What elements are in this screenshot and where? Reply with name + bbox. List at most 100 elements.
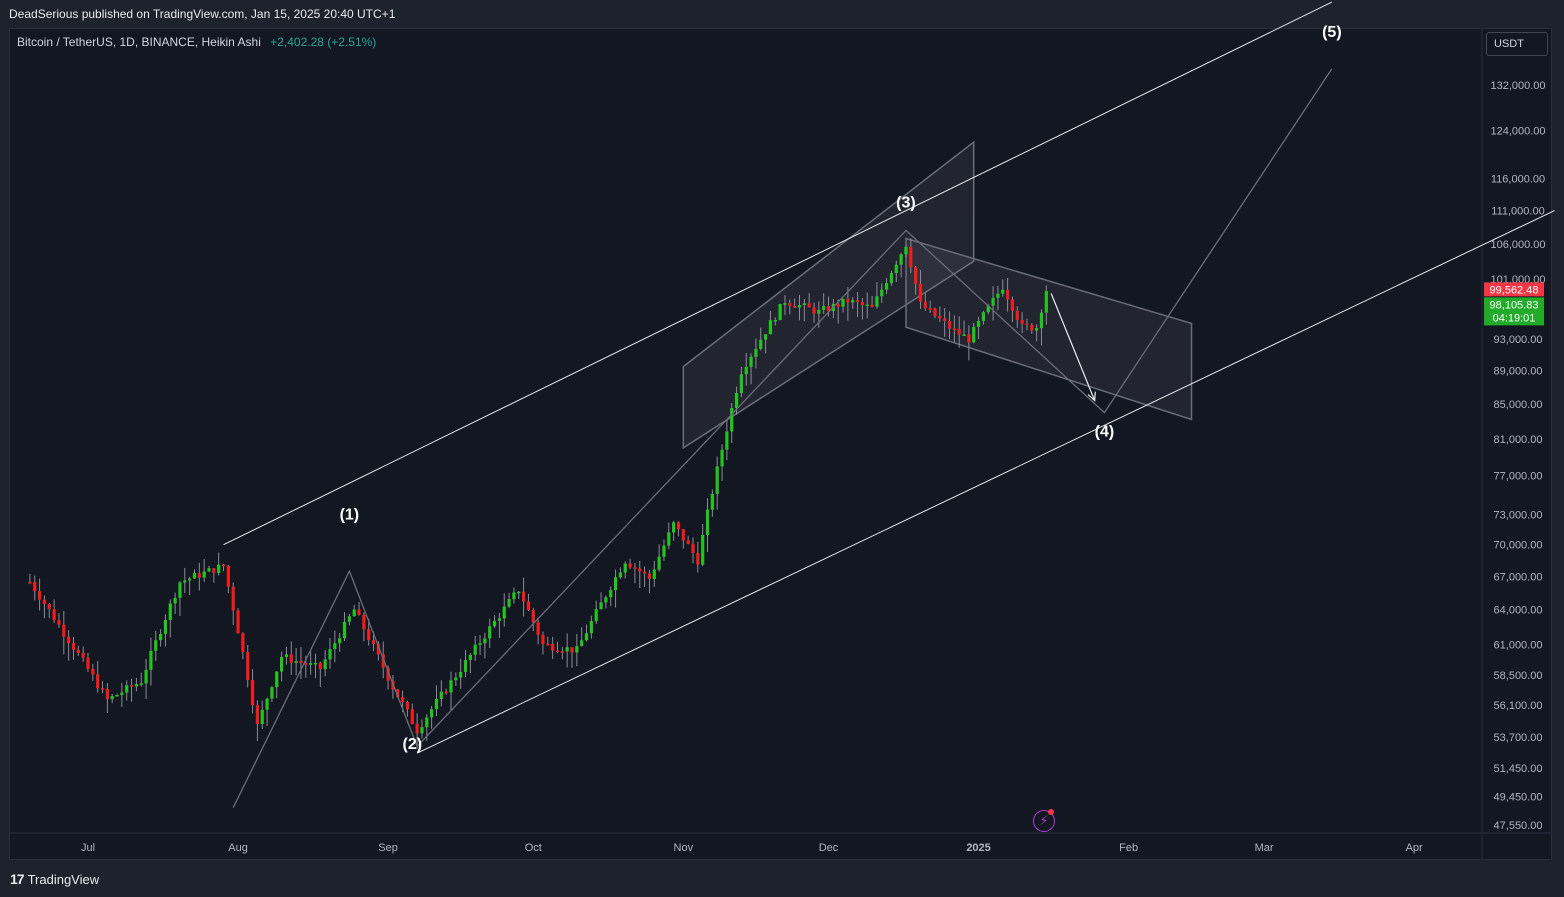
candle-body xyxy=(947,320,952,329)
candle-body xyxy=(313,662,318,665)
candle-body xyxy=(52,609,56,621)
y-tick-label: 53,700.00 xyxy=(1494,732,1543,744)
candle-body xyxy=(304,662,308,665)
candle-body xyxy=(352,609,356,617)
candle-body xyxy=(609,590,613,598)
candle-body xyxy=(855,300,860,303)
candle-body xyxy=(580,640,584,647)
candle-body xyxy=(531,610,535,623)
candle-body xyxy=(1039,312,1044,329)
candle-body xyxy=(478,643,482,645)
candle-body xyxy=(976,320,981,327)
candle-body xyxy=(183,580,187,583)
y-tick-label: 64,000.00 xyxy=(1494,605,1543,617)
candle-body xyxy=(265,698,269,710)
candle-body xyxy=(643,571,647,574)
candle-body xyxy=(681,529,685,541)
candle-body xyxy=(1020,320,1024,324)
current-price-label-bg xyxy=(1484,297,1544,326)
candle-body xyxy=(991,297,995,306)
candle-body xyxy=(546,643,550,646)
candle-body xyxy=(584,633,589,641)
candle-body xyxy=(889,273,894,284)
y-tick-label: 116,000.00 xyxy=(1491,174,1545,186)
candle-body xyxy=(483,638,487,644)
candle-body xyxy=(981,312,985,321)
top-bar: DeadSerious published on TradingView.com… xyxy=(0,0,1564,28)
candle-body xyxy=(802,303,806,306)
x-tick-label: Jul xyxy=(81,842,95,854)
candle-body xyxy=(357,609,361,615)
candle-body xyxy=(996,293,1000,298)
candle-body xyxy=(952,328,956,330)
candle-body xyxy=(459,671,463,678)
x-tick-label: Aug xyxy=(228,842,248,854)
candle-body xyxy=(797,305,802,308)
candle-body xyxy=(168,603,172,620)
candle-body xyxy=(507,599,511,607)
candle-body xyxy=(589,621,593,634)
chart-frame[interactable] xyxy=(9,28,1552,860)
y-tick-label: 132,000.00 xyxy=(1490,80,1545,92)
candle-body xyxy=(870,304,874,307)
candle-body xyxy=(676,522,681,530)
candle-body xyxy=(81,652,85,658)
candle-body xyxy=(202,571,206,578)
candle-body xyxy=(241,633,245,652)
candle-body xyxy=(197,573,201,578)
symbol-legend[interactable]: Bitcoin / TetherUS, 1D, BINANCE, Heikin … xyxy=(17,35,376,49)
candle-body xyxy=(318,662,322,670)
x-tick-label: Nov xyxy=(674,842,694,854)
y-tick-label: 49,450.00 xyxy=(1494,792,1543,804)
candle-body xyxy=(425,717,429,728)
candle-body xyxy=(1030,324,1034,331)
candle-body xyxy=(120,692,124,695)
candle-body xyxy=(923,301,927,309)
candle-body xyxy=(657,556,661,570)
candle-body xyxy=(918,283,923,302)
candle-body xyxy=(396,689,400,698)
candle-body xyxy=(517,591,521,594)
candle-body xyxy=(100,688,105,690)
tradingview-brand[interactable]: 17 TradingView xyxy=(10,871,99,887)
currency-button[interactable]: USDT xyxy=(1486,32,1548,56)
candle-body xyxy=(720,449,724,467)
candle-body xyxy=(710,493,714,510)
candle-body xyxy=(347,616,351,622)
candle-body xyxy=(449,680,453,693)
candle-body xyxy=(638,568,642,572)
candle-body xyxy=(255,705,259,725)
candle-body xyxy=(38,591,42,600)
candle-body xyxy=(691,543,695,554)
candle-body xyxy=(696,553,700,565)
last-price-label: 99,562.48 xyxy=(1490,284,1539,296)
candle-body xyxy=(938,315,942,319)
candle-body xyxy=(367,629,371,641)
candle-body xyxy=(386,667,390,681)
candle-body xyxy=(338,638,342,644)
candle-body xyxy=(826,306,831,312)
lightning-icon[interactable]: ⚡ xyxy=(1033,810,1055,832)
candle-body xyxy=(962,334,966,336)
candle-body xyxy=(28,581,32,584)
candle-body xyxy=(502,606,506,619)
candle-body xyxy=(914,267,918,284)
candle-body xyxy=(333,643,337,650)
candle-body xyxy=(468,654,472,660)
tradingview-logo-icon: 17 xyxy=(10,871,25,887)
candle-body xyxy=(817,309,821,314)
current-price-label: 98,105.83 xyxy=(1490,299,1539,311)
y-tick-label: 58,500.00 xyxy=(1494,670,1543,682)
candle-body xyxy=(851,300,855,303)
candle-body xyxy=(110,695,114,700)
candle-body xyxy=(188,578,192,581)
candle-body xyxy=(342,621,347,639)
candle-body xyxy=(439,691,443,699)
candle-body xyxy=(793,305,797,308)
candle-body xyxy=(217,564,221,573)
candle-body xyxy=(1001,289,1005,294)
wave-label: (4) xyxy=(1095,423,1115,440)
y-tick-label: 124,000.00 xyxy=(1490,125,1545,137)
x-tick-label: 2025 xyxy=(966,842,990,854)
